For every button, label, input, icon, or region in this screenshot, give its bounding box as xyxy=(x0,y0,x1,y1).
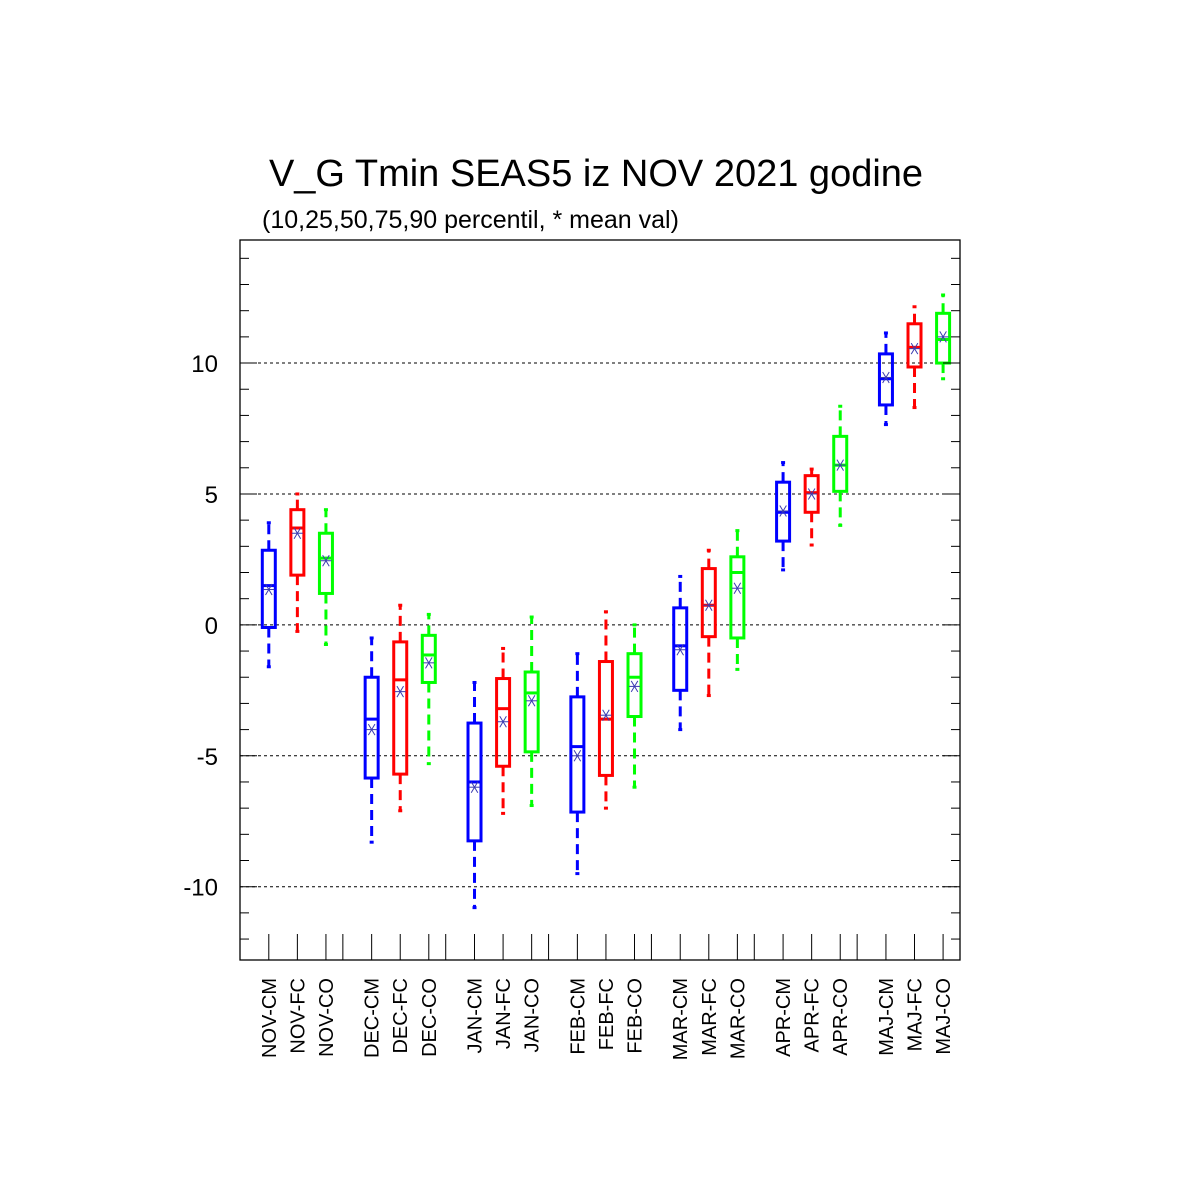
x-tick-label: MAJ-FC xyxy=(905,978,927,1051)
mean-marker xyxy=(499,715,507,728)
x-tick-label: APR-FC xyxy=(802,978,824,1052)
box-maj-cm xyxy=(877,331,894,427)
box-mar-co xyxy=(729,529,746,671)
box-dec-cm xyxy=(363,636,380,844)
x-tick-label: NOV-CM xyxy=(259,978,281,1058)
box-nov-fc xyxy=(289,492,306,633)
box-nov-cm xyxy=(260,521,277,669)
mean-marker xyxy=(733,582,742,594)
x-tick-label: MAR-FC xyxy=(699,978,721,1056)
y-tick-label: 10 xyxy=(191,351,218,378)
box-apr-cm xyxy=(775,461,792,572)
box-feb-co xyxy=(626,623,643,789)
plot-frame xyxy=(239,239,961,961)
box-maj-co xyxy=(935,293,952,381)
mean-marker xyxy=(676,643,684,656)
iqr-box xyxy=(289,508,306,577)
y-axis-tick-labels: -10 -5 0 5 10 xyxy=(183,351,218,902)
mean-marker xyxy=(910,342,919,355)
x-tick-label: FEB-CO xyxy=(625,978,647,1054)
x-tick-label: FEB-CM xyxy=(567,978,589,1055)
box-feb-fc xyxy=(597,610,614,810)
x-tick-label: NOV-CO xyxy=(316,978,338,1057)
box-mar-cm xyxy=(672,574,689,732)
iqr-box xyxy=(626,652,643,719)
mean-marker xyxy=(573,750,582,762)
mean-marker xyxy=(882,371,890,384)
y-tick-label: 0 xyxy=(205,613,218,640)
iqr-box xyxy=(523,670,540,754)
box-feb-cm xyxy=(569,652,586,876)
x-tick-label: MAR-CM xyxy=(670,978,692,1060)
box-jan-cm xyxy=(466,680,483,910)
y-tick-label: -5 xyxy=(197,744,218,771)
x-tick-label: DEC-CM xyxy=(362,978,384,1058)
iqr-box xyxy=(700,567,717,639)
iqr-box xyxy=(672,606,689,692)
box-dec-fc xyxy=(392,603,409,813)
iqr-box xyxy=(729,555,746,640)
x-tick-label: MAJ-CM xyxy=(876,978,898,1056)
box-jan-co xyxy=(523,615,540,808)
iqr-box xyxy=(906,322,923,369)
mean-marker xyxy=(836,459,844,471)
x-tick-label: DEC-CO xyxy=(419,978,441,1057)
x-tick-label: APR-CO xyxy=(830,978,852,1056)
box-dec-co xyxy=(420,612,437,766)
chart-subtitle: (10,25,50,75,90 percentil, * mean val) xyxy=(262,206,679,234)
mean-marker xyxy=(602,709,610,721)
box-nov-co xyxy=(317,508,334,647)
mean-marker xyxy=(396,685,404,698)
mean-marker xyxy=(367,723,376,736)
iqr-box xyxy=(317,531,334,595)
mean-marker xyxy=(527,695,536,707)
iqr-box xyxy=(392,640,409,776)
x-tick-label: NOV-FC xyxy=(287,978,309,1054)
box-jan-fc xyxy=(495,646,512,815)
mean-marker xyxy=(630,680,639,693)
mean-marker xyxy=(705,599,713,611)
grid-lines xyxy=(240,362,960,888)
mean-marker xyxy=(470,781,479,793)
x-tick-label: MAR-CO xyxy=(727,978,749,1059)
mean-marker xyxy=(293,527,302,539)
axis-ticks xyxy=(239,257,961,960)
x-tick-label: MAJ-CO xyxy=(933,978,955,1055)
x-tick-label: JAN-CO xyxy=(522,978,544,1052)
x-tick-label: JAN-CM xyxy=(465,978,487,1054)
box-apr-fc xyxy=(803,467,820,547)
mean-marker xyxy=(425,657,433,669)
iqr-box xyxy=(420,633,437,684)
iqr-box xyxy=(569,695,586,814)
mean-marker xyxy=(939,331,947,343)
x-axis-tick-labels: NOV-CM NOV-FC NOV-CO DEC-CM DEC-FC DEC-CO JAN-… xyxy=(259,978,955,1060)
x-tick-label: JAN-FC xyxy=(493,978,515,1049)
x-tick-label: DEC-FC xyxy=(390,978,412,1054)
iqr-box xyxy=(363,675,380,780)
box-apr-co xyxy=(832,404,849,527)
box-mar-fc xyxy=(700,548,717,698)
chart-title: V_G Tmin SEAS5 iz NOV 2021 godine xyxy=(269,153,923,195)
y-tick-label: -10 xyxy=(183,875,218,902)
x-tick-label: FEB-FC xyxy=(596,978,618,1050)
iqr-box xyxy=(260,548,277,629)
x-tick-label: APR-CM xyxy=(773,978,795,1057)
mean-marker xyxy=(779,505,787,517)
boxes xyxy=(260,293,952,910)
mean-marker xyxy=(265,583,273,596)
mean-marker xyxy=(322,554,330,567)
iqr-box xyxy=(495,677,512,768)
box-maj-fc xyxy=(906,305,923,410)
mean-marker xyxy=(807,488,816,500)
y-tick-label: 5 xyxy=(205,482,218,509)
